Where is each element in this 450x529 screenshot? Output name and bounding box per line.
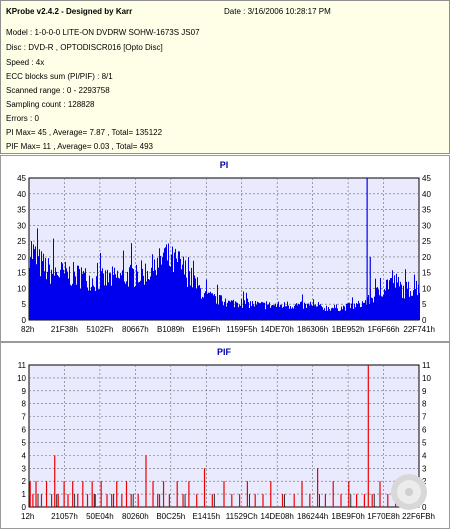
disc-watermark-icon xyxy=(390,473,428,511)
scan-date: Date : 3/16/2006 10:28:17 PM xyxy=(224,7,331,16)
x-tick-label: 186244h xyxy=(297,512,328,521)
y-tick-label-left: 1 xyxy=(22,490,27,499)
x-tick-label: 21057h xyxy=(51,512,78,521)
y-tick-label-right: 9 xyxy=(422,387,427,396)
y-tick-label-right: 45 xyxy=(422,174,431,183)
y-tick-label-right: 6 xyxy=(422,426,427,435)
app-title: KProbe v2.4.2 - Designed by Karr xyxy=(6,7,133,16)
y-tick-label-left: 35 xyxy=(17,206,26,215)
y-tick-label-right: 11 xyxy=(422,361,431,370)
info-sampling-count: Sampling count : 128828 xyxy=(6,100,95,109)
x-tick-label: 82h xyxy=(21,325,34,334)
y-tick-label-right: 10 xyxy=(422,284,431,293)
x-tick-label: 186306h xyxy=(297,325,328,334)
y-tick-label-right: 15 xyxy=(422,269,431,278)
pi-bars xyxy=(29,228,420,320)
x-tick-label: 11529Ch xyxy=(226,512,258,521)
y-tick-label-right: 5 xyxy=(422,438,427,447)
pif-series xyxy=(29,365,412,507)
x-tick-label: 1F6F66h xyxy=(368,325,400,334)
y-tick-label-right: 10 xyxy=(422,374,431,383)
x-tick-label: B0C25h xyxy=(156,512,185,521)
x-tick-label: 14DE08h xyxy=(261,512,294,521)
y-tick-label-left: 4 xyxy=(22,451,27,460)
y-tick-label-left: 30 xyxy=(17,221,26,230)
y-tick-label-right: 4 xyxy=(422,451,427,460)
x-tick-label: 1159F5h xyxy=(226,325,257,334)
info-disc: Disc : DVD-R , OPTODISCR016 [Opto Disc] xyxy=(6,43,163,52)
y-tick-label-right: 5 xyxy=(422,300,427,309)
x-tick-label: E1415h xyxy=(192,512,220,521)
x-tick-label: B1089h xyxy=(157,325,185,334)
y-tick-label-left: 0 xyxy=(22,316,27,325)
y-tick-label-left: 10 xyxy=(17,284,26,293)
info-pi-summary: PI Max= 45 , Average= 7.87 , Total= 1351… xyxy=(6,128,163,137)
y-tick-label-right: 0 xyxy=(422,316,427,325)
y-tick-label-left: 40 xyxy=(17,190,26,199)
y-tick-label-right: 8 xyxy=(422,400,427,409)
x-tick-label: E196Fh xyxy=(192,325,220,334)
x-tick-label: 22F6FBh xyxy=(402,512,435,521)
y-tick-label-left: 0 xyxy=(22,503,27,512)
y-tick-label-left: 2 xyxy=(22,477,27,486)
y-tick-label-right: 40 xyxy=(422,190,431,199)
y-tick-label-right: 2 xyxy=(422,477,427,486)
y-tick-label-left: 11 xyxy=(18,361,27,370)
y-tick-label-left: 5 xyxy=(22,300,27,309)
y-tick-label-right: 7 xyxy=(422,413,427,422)
y-tick-label-right: 25 xyxy=(422,237,431,246)
x-tick-label: 12h xyxy=(21,512,34,521)
x-tick-label: 1BE952h xyxy=(332,325,365,334)
info-ecc-blocks: ECC blocks sum (PI/PIF) : 8/1 xyxy=(6,72,113,81)
y-tick-label-left: 10 xyxy=(17,374,26,383)
x-tick-label: 80667h xyxy=(122,325,149,334)
x-tick-label: 50E04h xyxy=(86,512,114,521)
y-tick-label-left: 7 xyxy=(22,413,27,422)
pi-chart-panel: PI 0 0 5 5 10 10 15 15 20 20 25 25 30 30 35 35 40 40 45 45 82… xyxy=(0,155,450,342)
y-tick-label-left: 5 xyxy=(22,438,27,447)
info-pif-summary: PIF Max= 11 , Average= 0.03 , Total= 493 xyxy=(6,142,153,151)
x-tick-label: 5102Fh xyxy=(86,325,113,334)
y-tick-label-right: 3 xyxy=(422,464,427,473)
x-tick-label: 80260h xyxy=(122,512,149,521)
pi-chart: PI 0 0 5 5 10 10 15 15 20 20 25 25 30 30 35 35 40 40 45 45 82… xyxy=(17,160,435,334)
y-tick-label-right: 35 xyxy=(422,206,431,215)
y-tick-label-left: 25 xyxy=(17,237,26,246)
x-tick-label: 1F70E8h xyxy=(367,512,399,521)
y-tick-label-left: 3 xyxy=(22,464,27,473)
info-panel: KProbe v2.4.2 - Designed by Karr Date : … xyxy=(0,0,450,154)
y-tick-label-right: 0 xyxy=(422,503,427,512)
info-scanned-range: Scanned range : 0 - 2293758 xyxy=(6,86,110,95)
y-tick-label-left: 20 xyxy=(17,253,26,262)
y-tick-label-left: 8 xyxy=(22,400,27,409)
x-tick-label: 21F38h xyxy=(51,325,78,334)
info-errors: Errors : 0 xyxy=(6,114,39,123)
pif-chart: PIF001122334455667788991010111112h21057h… xyxy=(17,347,435,521)
x-tick-label: 22F741h xyxy=(403,325,435,334)
x-tick-label: 1BE9F0h xyxy=(331,512,364,521)
y-tick-label-left: 45 xyxy=(17,174,26,183)
y-tick-label-right: 20 xyxy=(422,253,431,262)
info-model: Model : 1-0-0-0 LITE-ON DVDRW SOHW-1673S… xyxy=(6,28,200,37)
chart-title: PIF xyxy=(217,347,232,357)
pi-series xyxy=(29,178,420,320)
y-tick-label-right: 30 xyxy=(422,221,431,230)
y-tick-label-left: 15 xyxy=(17,269,26,278)
info-speed: Speed : 4x xyxy=(6,58,45,67)
chart-title: PI xyxy=(220,160,229,170)
pif-chart-panel: PIF001122334455667788991010111112h21057h… xyxy=(0,342,450,529)
x-tick-label: 14DE70h xyxy=(261,325,294,334)
y-tick-label-left: 6 xyxy=(22,426,27,435)
y-tick-label-left: 9 xyxy=(22,387,27,396)
